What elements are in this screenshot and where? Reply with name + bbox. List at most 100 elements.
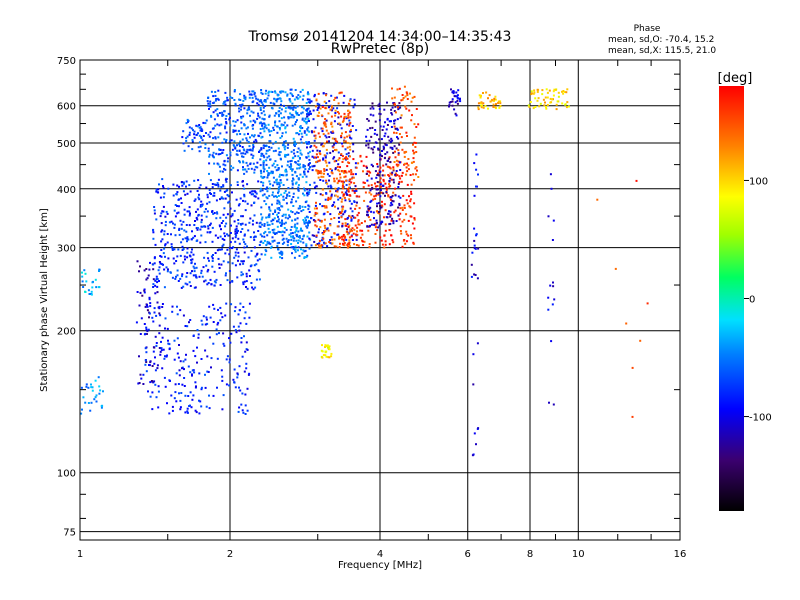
data-point	[303, 189, 306, 192]
data-point	[314, 204, 317, 207]
data-point	[203, 256, 206, 259]
data-point	[196, 227, 199, 229]
data-point	[302, 107, 305, 110]
data-point	[390, 178, 393, 181]
data-point	[324, 346, 326, 348]
data-point	[204, 373, 206, 376]
data-point	[294, 226, 297, 229]
data-point	[392, 178, 395, 181]
data-point	[368, 191, 371, 194]
data-point	[148, 268, 151, 271]
data-point	[225, 131, 228, 134]
data-point	[208, 224, 211, 227]
data-point	[238, 242, 241, 245]
data-point	[349, 142, 352, 145]
data-point	[253, 246, 256, 249]
data-point	[276, 125, 279, 128]
data-point	[330, 218, 333, 221]
data-point	[200, 388, 203, 391]
data-point	[254, 195, 257, 198]
data-point	[326, 140, 328, 143]
data-point	[287, 153, 290, 156]
data-point	[388, 210, 390, 213]
data-point	[224, 100, 227, 103]
data-point	[343, 112, 346, 115]
data-point	[324, 156, 327, 159]
data-point	[363, 182, 366, 184]
data-point	[259, 109, 262, 111]
data-point	[339, 123, 342, 126]
data-point	[319, 203, 321, 206]
data-point	[308, 231, 311, 234]
data-point	[480, 94, 482, 97]
data-point	[290, 201, 293, 204]
data-point	[306, 129, 309, 132]
data-point	[246, 387, 249, 390]
data-point	[305, 175, 308, 178]
data-point	[205, 405, 208, 408]
data-point	[212, 303, 215, 306]
data-point	[278, 107, 281, 109]
data-point	[311, 169, 314, 172]
data-point	[193, 224, 196, 226]
data-point	[313, 156, 316, 159]
data-point	[266, 186, 269, 189]
y-tick-label: 75	[63, 528, 76, 539]
data-point	[325, 179, 328, 182]
data-point	[260, 172, 263, 175]
data-point	[484, 105, 487, 108]
data-point	[351, 210, 354, 213]
data-point	[143, 291, 146, 294]
data-point	[195, 276, 198, 279]
data-point	[287, 106, 290, 109]
data-point	[244, 243, 247, 246]
data-point	[242, 273, 244, 276]
data-point	[244, 404, 247, 407]
data-point	[217, 321, 220, 324]
data-point	[227, 201, 230, 204]
data-point	[337, 151, 340, 154]
data-point	[390, 196, 393, 199]
data-point	[189, 371, 192, 374]
data-point	[240, 108, 242, 111]
data-point	[377, 104, 380, 107]
data-point	[268, 213, 271, 216]
data-point	[312, 219, 315, 221]
data-point	[405, 107, 408, 110]
data-point	[324, 206, 327, 209]
data-point	[323, 170, 326, 172]
data-point	[282, 213, 285, 216]
data-point	[415, 142, 417, 144]
data-point	[163, 286, 166, 289]
data-point	[226, 96, 229, 99]
data-point	[395, 163, 398, 166]
data-point	[378, 211, 380, 213]
data-point	[353, 182, 356, 185]
data-point	[181, 245, 184, 248]
data-point	[231, 97, 234, 99]
data-point	[355, 195, 358, 198]
data-point	[240, 337, 243, 339]
data-point	[324, 118, 327, 120]
data-point	[326, 245, 329, 248]
data-point	[266, 170, 269, 172]
data-point	[245, 137, 248, 140]
data-point	[473, 162, 476, 165]
data-point	[226, 279, 229, 282]
data-point	[185, 353, 187, 356]
data-point	[394, 103, 396, 106]
data-point	[229, 184, 232, 187]
data-point	[315, 161, 318, 164]
data-point	[261, 223, 264, 226]
data-point	[370, 163, 373, 166]
data-point	[335, 245, 338, 248]
data-point	[244, 96, 247, 99]
data-point	[224, 274, 227, 277]
data-point	[242, 260, 245, 263]
data-point	[90, 383, 92, 386]
data-point	[279, 256, 281, 259]
data-point	[368, 139, 371, 142]
data-point	[378, 202, 380, 205]
data-point	[173, 223, 176, 226]
data-point	[219, 216, 222, 219]
